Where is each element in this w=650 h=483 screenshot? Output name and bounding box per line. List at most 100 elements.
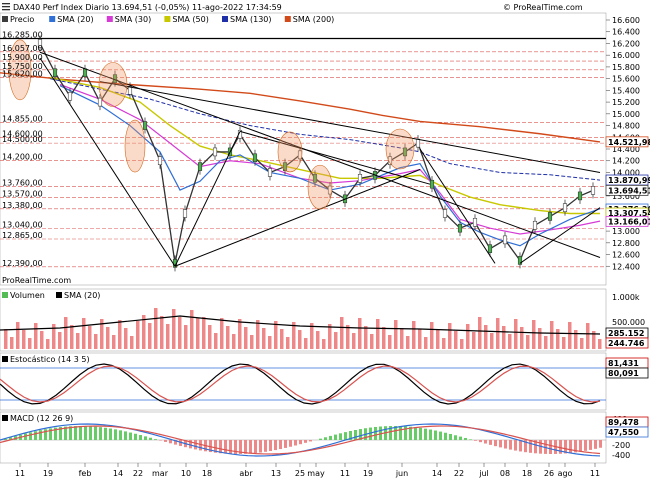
- volume-bar: [478, 317, 482, 349]
- volume-bar: [418, 329, 422, 349]
- left-level-label: 13.380,00: [2, 201, 43, 210]
- macd-histogram-bar: [284, 440, 287, 448]
- macd-histogram-bar: [254, 440, 257, 453]
- volume-bar: [172, 309, 176, 349]
- volume-bar: [232, 334, 236, 349]
- volume-bar: [514, 319, 518, 349]
- macd-histogram-bar: [129, 433, 132, 440]
- volume-bar: [376, 319, 380, 349]
- volume-bar: [448, 323, 452, 349]
- macd-histogram-bar: [529, 440, 532, 453]
- volume-bar: [334, 332, 338, 349]
- volume-bar: [496, 318, 500, 349]
- stochastic-legend: Estocástico (14 3 5): [2, 355, 90, 364]
- volume-bar: [238, 319, 242, 349]
- x-tick-label: 18: [522, 469, 532, 478]
- x-tick-label: 08: [500, 469, 510, 478]
- volume-bar: [556, 329, 560, 349]
- x-tick-label: 14: [113, 469, 123, 478]
- macd-histogram-bar: [259, 440, 262, 452]
- macd-histogram-bar: [34, 431, 37, 440]
- volume-bar: [106, 327, 110, 349]
- macd-histogram-bar: [354, 430, 357, 440]
- candle-body: [83, 69, 87, 77]
- y-tick-label: 16.200: [612, 39, 640, 48]
- volume-bar: [568, 322, 572, 349]
- value-tag-label: 244.746: [608, 339, 645, 348]
- value-tag-label: 81,431: [608, 359, 639, 368]
- candle-body: [533, 221, 537, 229]
- candle-body: [158, 157, 162, 165]
- macd-histogram-bar: [504, 440, 507, 449]
- volume-bar: [46, 339, 50, 349]
- macd-histogram-bar: [319, 439, 322, 440]
- macd-histogram-bar: [474, 440, 477, 441]
- left-level-label: 14.500,00: [2, 135, 43, 144]
- volume-bar: [436, 330, 440, 349]
- volume-bar: [58, 332, 62, 349]
- macd-histogram-bar: [334, 435, 337, 440]
- macd-histogram-bar: [449, 434, 452, 440]
- candle-body: [458, 224, 462, 232]
- volume-bar: [460, 339, 464, 349]
- macd-histogram-bar: [424, 429, 427, 440]
- value-tag-label: 13.870,99: [608, 176, 650, 185]
- volume-bar: [580, 338, 584, 349]
- volume-bar: [22, 330, 26, 349]
- legend-swatch: [49, 16, 55, 22]
- volume-bar: [364, 326, 368, 349]
- volume-bar: [256, 320, 260, 349]
- y-tick-label: 16.400: [612, 28, 640, 37]
- value-tag-label: 13.166,01: [608, 217, 650, 226]
- volume-bar: [4, 329, 8, 349]
- volume-bar: [226, 326, 230, 349]
- volume-bar: [154, 308, 158, 349]
- volume-bar: [538, 328, 542, 349]
- legend-swatch: [164, 16, 170, 22]
- left-level-label: 13.760,00: [2, 179, 43, 188]
- y-tick-label: 12.400: [612, 262, 640, 271]
- volume-bar: [472, 332, 476, 349]
- header-menu-icon[interactable]: [2, 3, 10, 10]
- candle-body: [503, 236, 507, 244]
- volume-bar: [166, 324, 170, 349]
- macd-histogram-bar: [304, 440, 307, 443]
- value-tag-label: 13.694,51: [608, 186, 650, 195]
- volume-bar: [70, 325, 74, 349]
- macd-histogram-bar: [414, 427, 417, 440]
- macd-histogram-bar: [279, 440, 282, 449]
- volume-bar: [220, 318, 224, 349]
- volume-bar: [454, 331, 458, 349]
- x-tick-label: abr: [239, 469, 253, 478]
- y-tick-label: -200: [612, 441, 630, 450]
- macd-histogram-bar: [154, 439, 157, 440]
- candle-body: [578, 192, 582, 200]
- volume-bar: [64, 317, 68, 349]
- macd-histogram-bar: [329, 436, 332, 440]
- volume-bar: [316, 331, 320, 349]
- macd-histogram-bar: [289, 440, 292, 447]
- candle-body: [563, 204, 567, 212]
- macd-histogram-bar: [569, 440, 572, 453]
- left-level-label: 12.390,00: [2, 259, 43, 268]
- volume-bar: [586, 323, 590, 349]
- volume-bar: [178, 317, 182, 349]
- y-tick-label: 16.600: [612, 16, 640, 25]
- macd-histogram-bar: [264, 440, 267, 452]
- volume-bar: [88, 326, 92, 349]
- left-level-label: 14.855,00: [2, 114, 43, 123]
- legend-label: SMA (200): [293, 15, 335, 24]
- macd-histogram-bar: [509, 440, 512, 450]
- left-level-label: 16.057,00: [2, 44, 43, 53]
- macd-histogram-bar: [439, 432, 442, 440]
- volume-bar: [130, 336, 134, 349]
- macd-histogram-bar: [274, 440, 277, 450]
- volume-bar: [430, 322, 434, 349]
- macd-histogram-bar: [464, 438, 467, 440]
- legend-swatch: [2, 16, 8, 22]
- macd-histogram-bar: [444, 433, 447, 440]
- candle-body: [443, 210, 447, 218]
- highlight-ellipse: [278, 132, 302, 172]
- x-tick-label: 19: [43, 469, 53, 478]
- volume-bar: [262, 328, 266, 349]
